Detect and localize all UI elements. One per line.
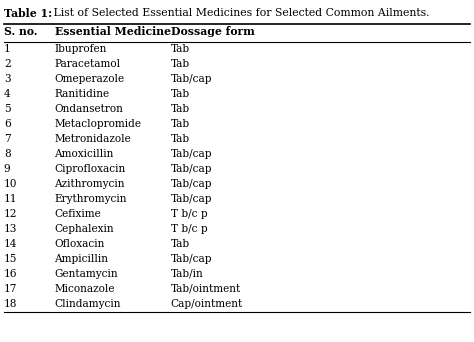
Text: 18: 18 bbox=[4, 299, 17, 309]
Text: 17: 17 bbox=[4, 284, 17, 294]
Text: Essential Medicine: Essential Medicine bbox=[55, 26, 171, 37]
Text: 9: 9 bbox=[4, 164, 10, 174]
Text: Tab: Tab bbox=[171, 59, 190, 69]
Text: Gentamycin: Gentamycin bbox=[55, 269, 118, 279]
Text: 3: 3 bbox=[4, 74, 10, 84]
Text: 5: 5 bbox=[4, 104, 10, 114]
Text: 2: 2 bbox=[4, 59, 10, 69]
Text: Azithromycin: Azithromycin bbox=[55, 179, 125, 189]
Text: Tab: Tab bbox=[171, 104, 190, 114]
Text: 14: 14 bbox=[4, 239, 17, 249]
Text: 7: 7 bbox=[4, 134, 10, 144]
Text: 13: 13 bbox=[4, 224, 17, 234]
Text: Ofloxacin: Ofloxacin bbox=[55, 239, 105, 249]
Text: Tab/cap: Tab/cap bbox=[171, 254, 212, 264]
Text: 6: 6 bbox=[4, 119, 10, 129]
Text: 4: 4 bbox=[4, 89, 10, 99]
Text: Table 1:: Table 1: bbox=[4, 8, 52, 19]
Text: Tab/cap: Tab/cap bbox=[171, 164, 212, 174]
Text: 12: 12 bbox=[4, 209, 17, 219]
Text: Tab/cap: Tab/cap bbox=[171, 149, 212, 159]
Text: T b/c p: T b/c p bbox=[171, 209, 207, 219]
Text: T b/c p: T b/c p bbox=[171, 224, 207, 234]
Text: Tab: Tab bbox=[171, 134, 190, 144]
Text: 1: 1 bbox=[4, 44, 10, 54]
Text: Omeperazole: Omeperazole bbox=[55, 74, 125, 84]
Text: Tab: Tab bbox=[171, 44, 190, 54]
Text: Cefixime: Cefixime bbox=[55, 209, 101, 219]
Text: 15: 15 bbox=[4, 254, 17, 264]
Text: Tab: Tab bbox=[171, 89, 190, 99]
Text: 11: 11 bbox=[4, 194, 17, 204]
Text: Ranitidine: Ranitidine bbox=[55, 89, 109, 99]
Text: Tab/in: Tab/in bbox=[171, 269, 203, 279]
Text: Tab/cap: Tab/cap bbox=[171, 179, 212, 189]
Text: Ibuprofen: Ibuprofen bbox=[55, 44, 107, 54]
Text: Amoxicillin: Amoxicillin bbox=[55, 149, 114, 159]
Text: 10: 10 bbox=[4, 179, 17, 189]
Text: List of Selected Essential Medicines for Selected Common Ailments.: List of Selected Essential Medicines for… bbox=[50, 8, 429, 18]
Text: S. no.: S. no. bbox=[4, 26, 37, 37]
Text: Ampicillin: Ampicillin bbox=[55, 254, 109, 264]
Text: Tab/ointment: Tab/ointment bbox=[171, 284, 241, 294]
Text: Cephalexin: Cephalexin bbox=[55, 224, 114, 234]
Text: Ciprofloxacin: Ciprofloxacin bbox=[55, 164, 126, 174]
Text: Clindamycin: Clindamycin bbox=[55, 299, 121, 309]
Text: Miconazole: Miconazole bbox=[55, 284, 115, 294]
Text: Tab: Tab bbox=[171, 239, 190, 249]
Text: Erythromycin: Erythromycin bbox=[55, 194, 127, 204]
Text: Tab/cap: Tab/cap bbox=[171, 194, 212, 204]
Text: Tab/cap: Tab/cap bbox=[171, 74, 212, 84]
Text: Metaclopromide: Metaclopromide bbox=[55, 119, 142, 129]
Text: Metronidazole: Metronidazole bbox=[55, 134, 131, 144]
Text: Ondansetron: Ondansetron bbox=[55, 104, 123, 114]
Text: Dossage form: Dossage form bbox=[171, 26, 255, 37]
Text: Tab: Tab bbox=[171, 119, 190, 129]
Text: Cap/ointment: Cap/ointment bbox=[171, 299, 243, 309]
Text: 16: 16 bbox=[4, 269, 17, 279]
Text: 8: 8 bbox=[4, 149, 10, 159]
Text: Paracetamol: Paracetamol bbox=[55, 59, 121, 69]
